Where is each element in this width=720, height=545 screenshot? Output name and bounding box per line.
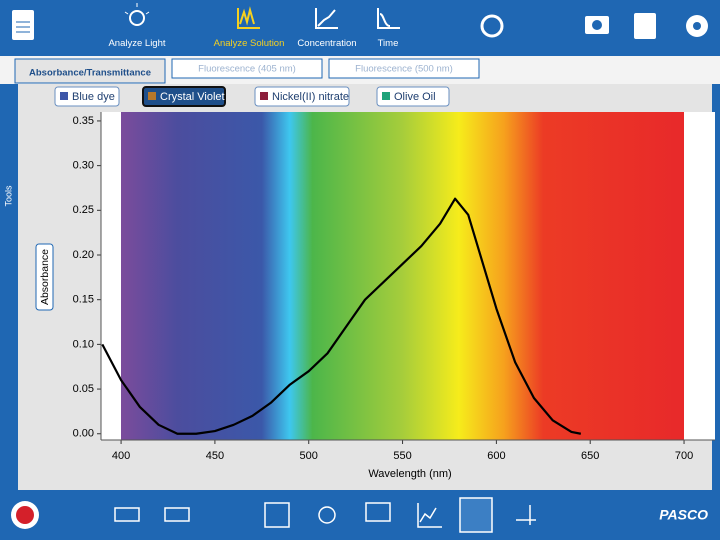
- sample-label[interactable]: Olive Oil: [394, 91, 436, 103]
- tools-sidebar[interactable]: [0, 84, 18, 490]
- tab-label[interactable]: Fluorescence (500 nm): [355, 64, 453, 75]
- x-tick-label: 500: [300, 450, 318, 462]
- y-tick-label: 0.10: [73, 338, 94, 350]
- analyze-solution-icon[interactable]: [237, 6, 260, 29]
- logo: PASCO: [659, 507, 708, 523]
- right-edge: [712, 84, 720, 490]
- y-tick-label: 0.30: [73, 160, 94, 172]
- spectrum-background: [121, 112, 684, 440]
- x-tick-label: 550: [393, 450, 411, 462]
- record-button[interactable]: [11, 501, 39, 529]
- y-tick-label: 0.00: [73, 428, 94, 440]
- sample-button[interactable]: [254, 86, 350, 107]
- chart: 0.00 0.05 0.10 0.15 0.20 0.25 0.30 0.35 400 450 50…: [73, 112, 715, 462]
- tab[interactable]: [171, 58, 323, 79]
- tab[interactable]: [328, 58, 480, 79]
- refresh-icon[interactable]: [480, 14, 504, 38]
- toolbar-label[interactable]: Analyze Solution: [214, 38, 285, 49]
- bottom-toolbar: [0, 490, 720, 540]
- x-tick-label: 700: [675, 450, 693, 462]
- sidebar-label[interactable]: Tools: [3, 185, 13, 207]
- sample-swatch[interactable]: [260, 92, 268, 100]
- sample-buttons: Blue dye Crystal Violet Nickel(II) nitrate…: [54, 86, 450, 107]
- snapshot-icon[interactable]: [634, 13, 656, 39]
- x-tick-label: 450: [206, 450, 224, 462]
- toolbar-label[interactable]: Analyze Light: [108, 38, 165, 49]
- sensor-icons[interactable]: [114, 507, 190, 522]
- y-axis-label[interactable]: Absorbance: [39, 249, 51, 305]
- y-tick-label: 0.25: [73, 204, 94, 216]
- x-axis-label: Wavelength (nm): [368, 468, 451, 480]
- sample-swatch[interactable]: [148, 92, 156, 100]
- y-tick-label: 0.35: [73, 115, 94, 127]
- sample-button[interactable]: [54, 86, 120, 107]
- x-tick-label: 400: [112, 450, 130, 462]
- tool-icons[interactable]: [264, 497, 536, 533]
- sample-swatch[interactable]: [60, 92, 68, 100]
- sample-swatch[interactable]: [382, 92, 390, 100]
- tab-label[interactable]: Fluorescence (405 nm): [198, 64, 296, 75]
- x-tick-label: 650: [581, 450, 599, 462]
- absorbance-line: [101, 197, 582, 435]
- y-tick-label: 0.05: [73, 383, 94, 395]
- sample-button[interactable]: [376, 86, 450, 107]
- sample-label[interactable]: Blue dye: [72, 91, 115, 103]
- tab-active[interactable]: [14, 58, 166, 84]
- sample-button[interactable]: [142, 86, 226, 107]
- analyze-light-icon[interactable]: [124, 3, 150, 26]
- y-tick-label: 0.15: [73, 294, 94, 306]
- toolbar-label[interactable]: Time: [378, 38, 399, 49]
- y-tick-label: 0.20: [73, 249, 94, 261]
- doc-icon[interactable]: [12, 10, 34, 40]
- settings-icon[interactable]: [686, 15, 708, 37]
- sample-label[interactable]: Nickel(II) nitrate: [272, 91, 349, 103]
- y-axis-label-box[interactable]: [35, 243, 54, 311]
- x-tick-label: 600: [487, 450, 505, 462]
- toolbar-label[interactable]: Concentration: [297, 38, 356, 49]
- sample-label[interactable]: Crystal Violet: [160, 91, 225, 103]
- tab-label[interactable]: Absorbance/Transmittance: [29, 68, 151, 79]
- concentration-icon[interactable]: [315, 8, 338, 29]
- time-icon[interactable]: [377, 8, 400, 29]
- camera-icon[interactable]: [585, 16, 609, 34]
